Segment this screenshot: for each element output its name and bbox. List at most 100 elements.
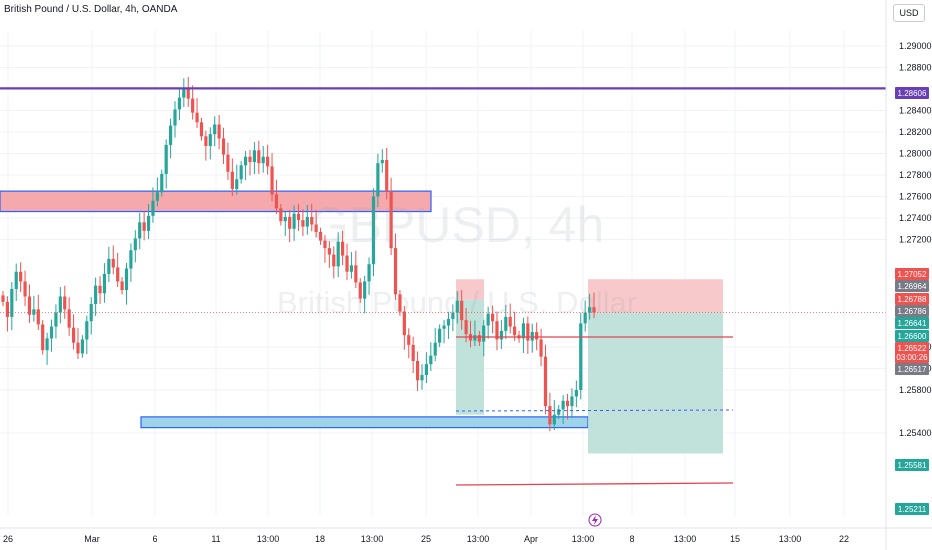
candle-body [138, 222, 142, 239]
lines-layer [0, 87, 886, 486]
candle-body [274, 194, 279, 209]
price-label-text: 1.26786 [898, 307, 927, 316]
candle-body [151, 200, 155, 216]
price-label-box [895, 330, 929, 342]
candle-body [336, 241, 340, 267]
grid-lines [0, 30, 886, 516]
x-tick-label: 25 [421, 534, 431, 544]
candle-body [526, 323, 530, 341]
candle-body [495, 321, 499, 340]
candle-body [208, 134, 212, 146]
x-tick-label: 13:00 [361, 534, 384, 544]
candle-body [393, 248, 398, 295]
time-axis[interactable]: 26 Mar 6 11 13:00 18 13:00 25 13:00 Apr 13:00 8 13:0… [0, 527, 932, 544]
candle-body [376, 163, 380, 197]
candle-body [389, 191, 393, 249]
price-label-text: 1.26788 [898, 295, 927, 304]
candle-body [5, 301, 10, 317]
y-tick-label: 1.28400 [899, 106, 932, 116]
price-label-box [895, 503, 929, 515]
candle-body [407, 335, 411, 345]
candle-body [45, 338, 49, 351]
candle-body [146, 215, 151, 231]
x-tick-label: 13:00 [257, 534, 280, 544]
candle-body [173, 109, 177, 126]
candle-body [283, 216, 287, 222]
y-tick-label: 1.28800 [899, 63, 932, 73]
candle-body [371, 196, 376, 265]
x-tick-label: 13:00 [674, 534, 697, 544]
candle-body [332, 254, 336, 267]
candle-body [420, 374, 424, 381]
candle-body [398, 294, 402, 312]
x-tick-label: 11 [211, 534, 220, 544]
candle-body [49, 326, 54, 339]
candle-body [592, 307, 596, 313]
candle-body [67, 309, 71, 328]
candle-body [98, 285, 102, 294]
candle-body [318, 231, 323, 241]
candle-body [411, 344, 415, 361]
candle-body [561, 400, 565, 410]
candle-body [257, 150, 261, 164]
chart-title: British Pound / U.S. Dollar, 4h, OANDA [4, 4, 178, 15]
x-tick-label: 22 [839, 534, 849, 544]
price-label-box [895, 363, 929, 375]
price-label-box [895, 280, 929, 292]
candle-body [107, 258, 111, 274]
price-label-text: 1.27052 [898, 270, 927, 279]
candle-body [380, 159, 384, 164]
price-label-box [895, 459, 929, 471]
price-label-box [895, 351, 929, 363]
candle-body [85, 321, 89, 340]
candle-body [305, 216, 309, 227]
candle-body [539, 339, 543, 357]
y-tick-label: 1.25800 [899, 385, 932, 395]
candle-body [446, 319, 451, 326]
price-label-box [895, 268, 929, 280]
candle-body [587, 307, 592, 313]
candle-body [235, 179, 239, 189]
candle-body [19, 271, 23, 282]
candle-body [248, 156, 252, 163]
candle-body [14, 271, 18, 289]
price-label-text: 1.26964 [898, 282, 927, 291]
candle-body [530, 331, 534, 341]
candle-body [195, 112, 199, 123]
price-label-box [895, 317, 929, 329]
price-label-text: 1.26600 [898, 332, 927, 341]
candle-body [385, 159, 389, 192]
currency-button[interactable]: USD [893, 4, 925, 22]
candle-body [477, 335, 481, 342]
candle-body [314, 224, 318, 232]
candle-body [349, 265, 354, 272]
candle-body [155, 192, 159, 201]
candle-body [535, 331, 539, 340]
candle-body [186, 89, 190, 99]
candle-body [438, 328, 442, 343]
price-label-text: 1.26641 [898, 319, 927, 328]
candle-body [574, 390, 578, 397]
candle-body [579, 323, 583, 390]
candle-body [570, 396, 574, 407]
candle-body [76, 342, 80, 354]
candle-body [455, 300, 459, 313]
candle-body [473, 335, 477, 341]
candle-body [460, 300, 464, 321]
misc-layer [588, 513, 602, 527]
candle-body [358, 282, 362, 299]
y-tick-label: 1.28200 [899, 127, 932, 137]
candle-body [270, 166, 274, 195]
candle-body [71, 327, 76, 343]
candle-body [164, 144, 168, 174]
candle-body [508, 316, 512, 327]
candle-body [213, 124, 217, 135]
candle-body [424, 364, 429, 375]
lower-trend-line [455, 482, 734, 486]
x-tick-label: 15 [730, 534, 740, 544]
candle-body [341, 241, 345, 256]
candle-body [354, 265, 358, 283]
candle-body [482, 325, 486, 342]
candle-body [261, 156, 265, 164]
